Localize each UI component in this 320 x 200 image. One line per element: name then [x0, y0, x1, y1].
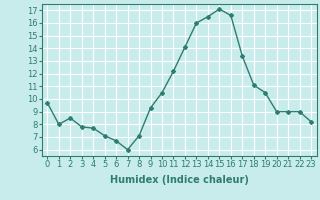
X-axis label: Humidex (Indice chaleur): Humidex (Indice chaleur) — [110, 175, 249, 185]
